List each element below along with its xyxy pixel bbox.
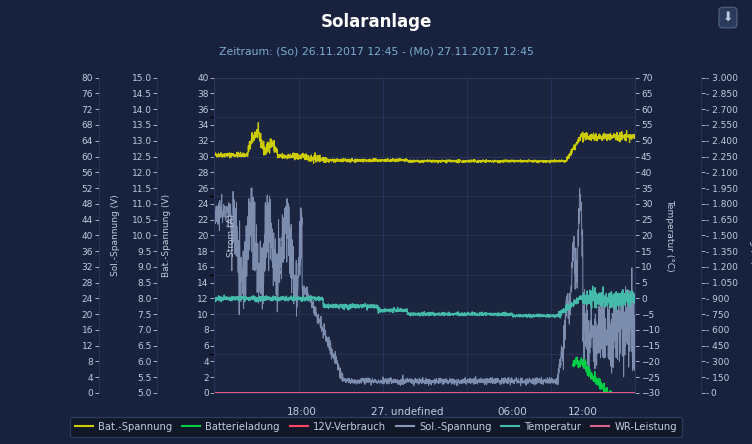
Y-axis label: Temperatur (°C): Temperatur (°C) [665, 199, 674, 272]
Text: ⬇: ⬇ [723, 11, 733, 24]
Y-axis label: Bat.-Spannung (V): Bat.-Spannung (V) [162, 194, 171, 277]
Y-axis label: Sol.-Spannung (V): Sol.-Spannung (V) [111, 194, 120, 276]
Text: 12:00: 12:00 [568, 407, 598, 417]
Legend: Bat.-Spannung, Batterieladung, 12V-Verbrauch, Sol.-Spannung, Temperatur, WR-Leis: Bat.-Spannung, Batterieladung, 12V-Verbr… [70, 417, 682, 437]
Text: 06:00: 06:00 [498, 407, 527, 417]
Text: 18:00: 18:00 [287, 407, 317, 417]
Y-axis label: Leistung (W): Leistung (W) [749, 206, 752, 264]
Text: Solaranlage: Solaranlage [320, 13, 432, 32]
Text: 27. undefined: 27. undefined [371, 407, 444, 417]
Y-axis label: Strom (A): Strom (A) [227, 214, 236, 257]
Text: Zeitraum: (So) 26.11.2017 12:45 - (Mo) 27.11.2017 12:45: Zeitraum: (So) 26.11.2017 12:45 - (Mo) 2… [219, 47, 533, 57]
